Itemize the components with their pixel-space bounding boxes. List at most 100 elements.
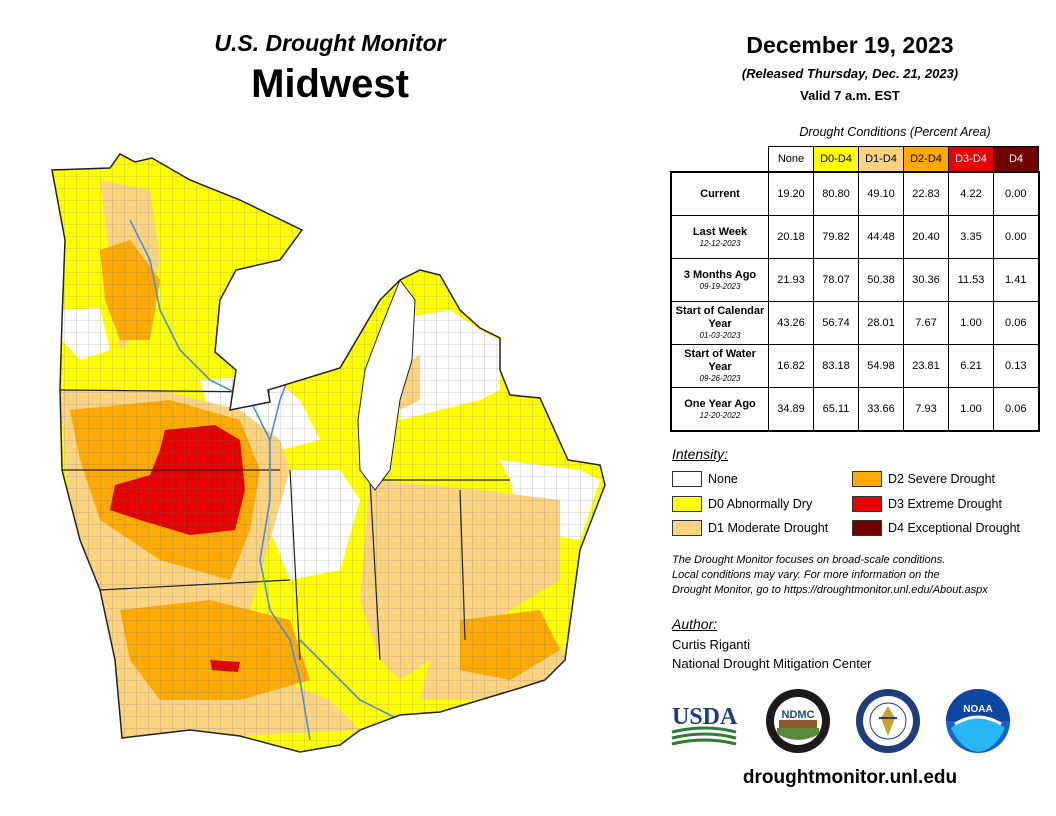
- table-cell: 20.18: [768, 215, 814, 259]
- drought-map: [40, 140, 640, 780]
- table-row: Start of Calendar Year 01-03-2023 43.26 56.…: [670, 301, 1039, 345]
- noaa-logo[interactable]: NOAA: [945, 688, 1011, 754]
- row-label: 3 Months Ago 09-19-2023: [670, 258, 769, 302]
- table-row: 3 Months Ago 09-19-2023 21.93 78.07 50.38 30.…: [670, 258, 1039, 302]
- release-date: (Released Thursday, Dec. 21, 2023): [741, 66, 959, 81]
- legend-label: D3 Extreme Drought: [888, 497, 1002, 511]
- table-cell: 0.13: [993, 344, 1039, 388]
- noaa-nws-seal[interactable]: [855, 688, 921, 754]
- table-cell: 0.06: [993, 387, 1039, 432]
- d1-region-upper-peninsula: [240, 280, 330, 330]
- author-label: Author:: [672, 616, 718, 632]
- map-title: U.S. Drought Monitor: [214, 30, 446, 56]
- table-cell: 54.98: [858, 344, 904, 388]
- table-cell: 21.93: [768, 258, 814, 302]
- row-label: Start of Water Year 09-26-2023: [670, 344, 769, 388]
- table-cell: 20.40: [903, 215, 949, 259]
- row-label-date: 12-12-2023: [699, 238, 741, 248]
- row-label-text: Start of Calendar Year: [675, 305, 765, 330]
- legend-swatch: [672, 520, 702, 536]
- table-cell: 1.00: [948, 387, 994, 432]
- table-cell: 22.83: [903, 171, 949, 216]
- note-line[interactable]: Drought Monitor, go to https://droughtmo…: [672, 584, 988, 596]
- col-header: D4: [993, 146, 1039, 173]
- author-name: Curtis Riganti: [672, 637, 751, 652]
- legend-label: D0 Abnormally Dry: [708, 497, 813, 511]
- row-label-date: 09-26-2023: [699, 374, 741, 383]
- ndmc-logo[interactable]: NDMC: [765, 688, 831, 754]
- table-cell: 56.74: [813, 301, 859, 345]
- row-label: Last Week 12-12-2023: [670, 215, 769, 259]
- valid-time: Valid 7 a.m. EST: [800, 88, 900, 103]
- table-cell: 33.66: [858, 387, 904, 432]
- region-title: Midwest: [251, 62, 409, 106]
- col-header: D2-D4: [903, 146, 949, 173]
- legend-swatch: [852, 520, 882, 536]
- table-cell: 78.07: [813, 258, 859, 302]
- row-label: One Year Ago 12-20-2022: [670, 387, 769, 432]
- disclaimer-note: The Drought Monitor focuses on broad-sca…: [672, 553, 1032, 598]
- table-cell: 0.00: [993, 171, 1039, 216]
- table-corner: [671, 147, 769, 173]
- table-cell: 6.21: [948, 344, 994, 388]
- legend-label: None: [708, 472, 738, 486]
- usda-logo[interactable]: USDA: [670, 700, 740, 748]
- lake-michigan: [357, 278, 416, 491]
- author-organization: National Drought Mitigation Center: [672, 656, 872, 671]
- drought-conditions-table: None D0-D4 D1-D4 D2-D4 D3-D4 D4 Current 1…: [670, 146, 1040, 432]
- table-row: Start of Water Year 09-26-2023 16.82 83.18 5…: [670, 344, 1039, 388]
- table-cell: 50.38: [858, 258, 904, 302]
- table-cell: 1.00: [948, 301, 994, 345]
- row-label: Current: [670, 171, 769, 216]
- legend-item-d4: D4 Exceptional Drought: [852, 520, 1020, 536]
- drought-map-svg: [51, 153, 606, 753]
- table-row: Current 19.20 80.80 49.10 22.83 4.22 0.00: [670, 171, 1039, 216]
- legend-label: D4 Exceptional Drought: [888, 521, 1021, 535]
- row-label-date: 01-03-2023: [699, 331, 741, 340]
- table-cell: 43.26: [768, 301, 814, 345]
- row-label-date: 12-20-2022: [699, 410, 741, 420]
- table-cell: 19.20: [768, 171, 814, 216]
- table-header-row: None D0-D4 D1-D4 D2-D4 D3-D4 D4: [671, 146, 1039, 173]
- legend-item-d2: D2 Severe Drought: [852, 471, 995, 487]
- legend-swatch: [672, 471, 702, 487]
- table-cell: 79.82: [813, 215, 859, 259]
- d2-region-upper-peninsula: [240, 288, 290, 320]
- noaa-logo-text: NOAA: [963, 704, 992, 715]
- row-label-text: Last Week: [692, 225, 748, 238]
- col-header: D3-D4: [948, 146, 994, 173]
- table-cell: 1.41: [993, 258, 1039, 302]
- legend-swatch: [672, 496, 702, 512]
- row-label-date: 09-19-2023: [699, 281, 741, 291]
- legend-label: D2 Severe Drought: [888, 472, 996, 486]
- table-cell: 30.36: [903, 258, 949, 302]
- table-cell: 80.80: [813, 171, 859, 216]
- col-header: D0-D4: [813, 146, 859, 173]
- table-cell: 11.53: [948, 258, 994, 302]
- row-label: Start of Calendar Year 01-03-2023: [670, 301, 769, 345]
- note-line: The Drought Monitor focuses on broad-sca…: [672, 554, 946, 566]
- table-cell: 4.22: [948, 171, 994, 216]
- table-cell: 49.10: [858, 171, 904, 216]
- table-cell: 0.06: [993, 301, 1039, 345]
- table-cell: 23.81: [903, 344, 949, 388]
- row-label-text: Current: [700, 187, 740, 200]
- table-row: One Year Ago 12-20-2022 34.89 65.11 33.66 7.9…: [670, 387, 1039, 432]
- county-lines: [52, 154, 605, 752]
- legend-swatch: [852, 471, 882, 487]
- row-label-text: One Year Ago: [684, 397, 756, 410]
- report-date: December 19, 2023: [746, 32, 954, 58]
- col-header: D1-D4: [858, 146, 904, 173]
- legend-item-d1: D1 Moderate Drought: [672, 520, 828, 536]
- legend-swatch: [852, 496, 882, 512]
- table-cell: 16.82: [768, 344, 814, 388]
- legend-title: Intensity:: [672, 446, 729, 462]
- legend-label: D1 Moderate Drought: [708, 521, 829, 535]
- website-link[interactable]: droughtmonitor.unl.edu: [742, 767, 958, 788]
- legend-item-none: None: [672, 471, 738, 487]
- legend-item-d0: D0 Abnormally Dry: [672, 496, 812, 512]
- row-label-text: 3 Months Ago: [683, 268, 757, 281]
- table-cell: 44.48: [858, 215, 904, 259]
- table-cell: 7.67: [903, 301, 949, 345]
- ndmc-logo-text: NDMC: [782, 709, 815, 721]
